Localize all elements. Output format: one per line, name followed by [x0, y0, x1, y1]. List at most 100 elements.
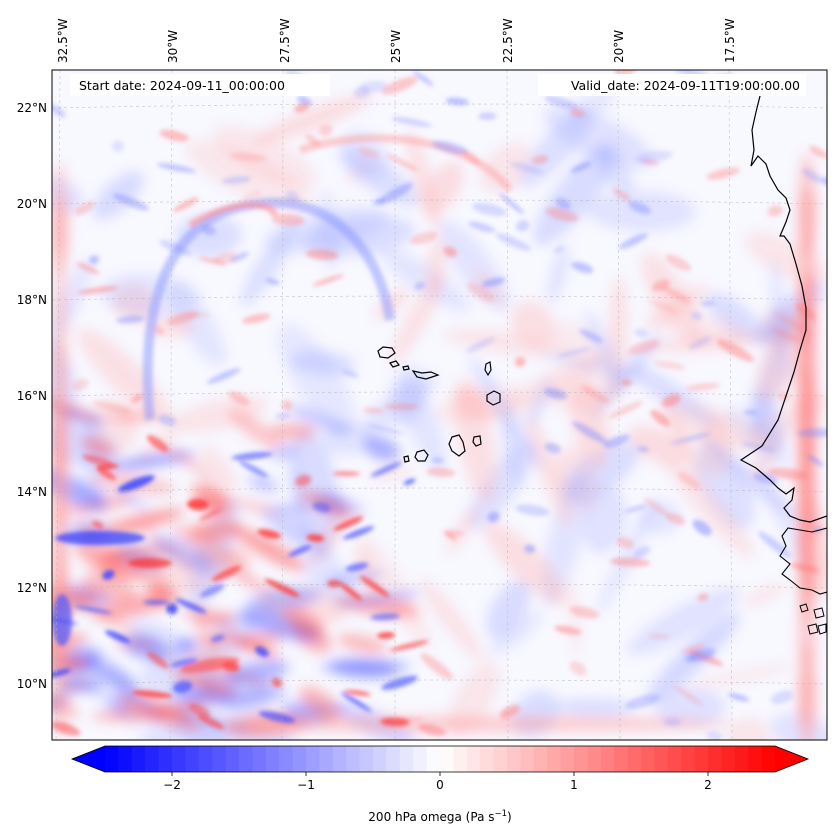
omega-patch	[420, 579, 484, 662]
omega-streak	[102, 569, 115, 580]
gridline-lat	[52, 103, 827, 109]
omega-streak	[156, 163, 196, 173]
omega-streak	[131, 394, 144, 403]
omega-streak	[570, 161, 592, 174]
lon-tick-label: 17.5°W	[723, 18, 737, 63]
omega-streak	[170, 658, 198, 668]
omega-streak	[616, 537, 634, 549]
colorbar-cell	[265, 746, 280, 772]
omega-patch	[659, 400, 771, 452]
colorbar-cell	[373, 746, 387, 772]
omega-patch	[330, 659, 398, 679]
omega-streak	[515, 220, 530, 232]
omega-streak	[391, 116, 432, 127]
colorbar-cell	[681, 746, 696, 772]
omega-streak	[627, 339, 660, 355]
colorbar-cell	[587, 746, 602, 772]
omega-patch	[454, 377, 498, 504]
omega-streak	[91, 520, 104, 529]
omega-streak	[414, 282, 426, 290]
omega-streak	[319, 124, 333, 137]
omega-streak	[231, 451, 273, 461]
omega-streak	[265, 278, 280, 285]
omega-patch	[278, 324, 355, 431]
omega-streak	[524, 544, 536, 554]
island-boa-vista	[486, 390, 501, 406]
lat-tick-label: 18°N	[17, 293, 47, 307]
omega-patch	[425, 237, 448, 293]
omega-patch	[446, 505, 479, 554]
omega-streak	[372, 197, 386, 205]
omega-patch	[100, 508, 186, 536]
omega-streak	[665, 254, 692, 272]
map-frame	[51, 69, 828, 741]
colorbar-cell	[399, 746, 414, 772]
gridline-lat	[52, 199, 827, 205]
omega-streak	[688, 336, 712, 350]
omega-streak	[771, 328, 800, 343]
omega-streak	[180, 657, 240, 673]
omega-streak	[465, 337, 496, 353]
omega-streak	[420, 653, 454, 680]
omega-streak	[667, 513, 686, 525]
omega-patch	[390, 274, 445, 365]
omega-arc-band	[188, 201, 279, 228]
omega-streak	[790, 563, 821, 573]
omega-streak	[112, 193, 149, 211]
omega-streak	[167, 310, 199, 326]
omega-streak	[481, 277, 506, 287]
colorbar-cell	[708, 746, 722, 772]
colorbar-cell	[158, 746, 173, 772]
omega-streak	[545, 207, 579, 222]
omega-streak	[242, 313, 271, 324]
lon-tick-label: 27.5°W	[278, 18, 292, 63]
omega-streak	[172, 197, 199, 213]
omega-streak	[381, 675, 418, 690]
omega-streak	[72, 378, 89, 391]
omega-patch	[443, 328, 572, 358]
omega-patch	[726, 717, 771, 740]
omega-streak	[117, 475, 155, 493]
omega-patch	[160, 442, 216, 481]
omega-streak	[213, 252, 237, 264]
omega-patch	[269, 445, 299, 460]
omega-streak	[295, 474, 312, 487]
omega-streak	[431, 140, 468, 155]
omega-streak	[700, 300, 716, 306]
valid-date-box	[538, 74, 806, 96]
omega-streak	[466, 282, 494, 302]
omega-streak	[569, 661, 587, 676]
omega-streak	[648, 633, 670, 640]
omega-streak	[410, 231, 438, 245]
omega-streak	[76, 262, 100, 275]
omega-streak	[285, 190, 299, 202]
omega-patch	[582, 486, 626, 554]
colorbar-cell	[225, 746, 240, 772]
omega-streak	[312, 274, 344, 287]
omega-patch	[216, 686, 286, 708]
omega-streak	[288, 544, 312, 557]
omega-streak	[146, 435, 169, 452]
omega-edge	[212, 716, 732, 732]
omega-streak	[621, 379, 633, 386]
omega-patch	[570, 382, 610, 469]
omega-patch	[363, 436, 400, 462]
omega-field-fine	[52, 70, 827, 740]
omega-streak	[609, 557, 651, 567]
omega-streak	[92, 400, 133, 414]
omega-streak	[797, 428, 827, 438]
omega-streak	[532, 155, 549, 164]
omega-streak	[509, 162, 544, 175]
colorbar-cell	[359, 746, 374, 772]
omega-streak	[389, 640, 429, 652]
omega-streak	[173, 680, 193, 693]
omega-streak	[211, 565, 242, 582]
omega-streak	[271, 677, 282, 688]
colorbar-cell	[145, 746, 160, 772]
colorbar-cell	[734, 746, 749, 772]
omega-streak	[643, 498, 671, 518]
omega-streak	[74, 605, 113, 614]
omega-streak	[579, 329, 603, 343]
omega-streak	[807, 454, 824, 467]
